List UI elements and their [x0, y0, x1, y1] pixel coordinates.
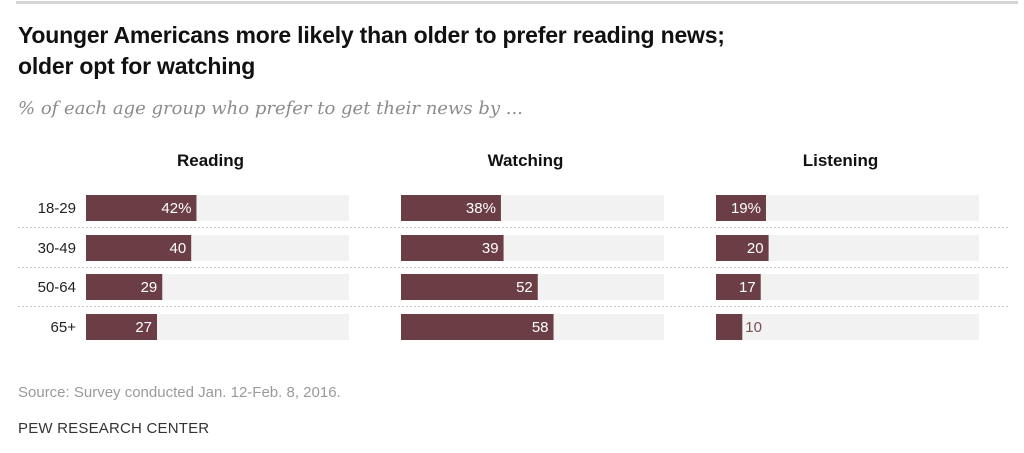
source-note: Source: Survey conducted Jan. 12-Feb. 8,… — [18, 384, 341, 401]
top-rule — [16, 1, 1018, 4]
bar-listening-30-49 — [716, 235, 769, 261]
bar-reading-50-64 — [86, 274, 163, 300]
bar-watching-65+ — [401, 314, 554, 340]
data-label: 42% — [161, 200, 191, 217]
chart-title-line-2: older opt for watching — [18, 53, 256, 79]
category-label-65+: 65+ — [51, 319, 77, 336]
data-label: 39 — [482, 240, 499, 257]
category-label-18-29: 18-29 — [38, 200, 76, 217]
data-label: 27 — [135, 319, 152, 336]
data-label: 17 — [739, 279, 756, 296]
chart-title: Younger Americans more likely than older… — [18, 20, 998, 82]
bar-listening-65+ — [716, 314, 743, 340]
panel-header-watching: Watching — [488, 151, 564, 170]
bar-watching-18-29 — [401, 195, 501, 221]
chart-title-line-1: Younger Americans more likely than older… — [18, 22, 725, 48]
data-label: 29 — [141, 279, 158, 296]
data-label: 20 — [747, 240, 764, 257]
category-label-30-49: 30-49 — [38, 240, 76, 257]
bar-listening-18-29 — [716, 195, 766, 221]
bar-watching-30-49 — [401, 235, 504, 261]
panel-header-listening: Listening — [803, 151, 879, 170]
panel-header-reading: Reading — [177, 151, 244, 170]
bar-reading-30-49 — [86, 235, 192, 261]
bar-reading-18-29 — [86, 195, 197, 221]
bar-track — [716, 314, 979, 340]
bar-reading-65+ — [86, 314, 158, 340]
organization-credit: PEW RESEARCH CENTER — [18, 420, 210, 437]
data-label: 38% — [466, 200, 496, 217]
data-label: 40 — [170, 240, 187, 257]
category-label-50-64: 50-64 — [38, 279, 76, 296]
data-label: 52 — [516, 279, 533, 296]
bar-listening-50-64 — [716, 274, 761, 300]
data-label: 19% — [731, 200, 761, 217]
bar-watching-50-64 — [401, 274, 538, 300]
data-label: 58 — [532, 319, 549, 336]
chart-subtitle: % of each age group who prefer to get th… — [18, 98, 523, 119]
data-label: 10 — [745, 319, 762, 336]
